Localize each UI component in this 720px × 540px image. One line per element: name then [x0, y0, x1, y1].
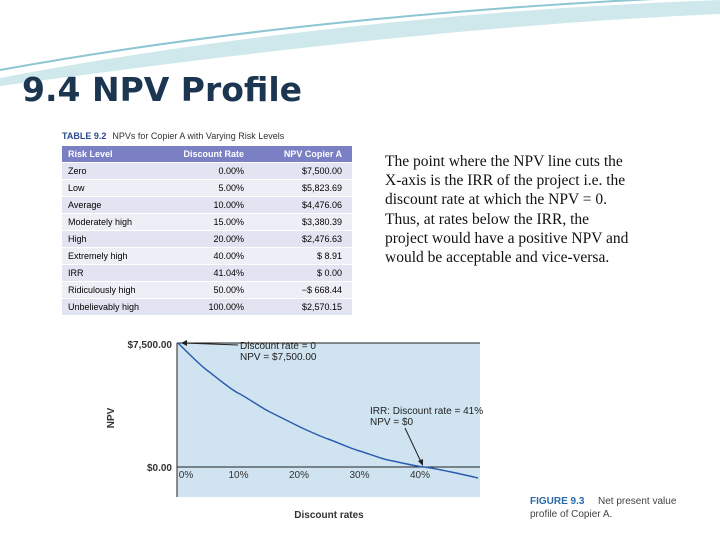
table-cell: −$ 668.44 [301, 285, 342, 295]
annotation: NPV = $7,500.00 [240, 352, 317, 363]
table-cell: $2,570.15 [301, 302, 342, 312]
table-cell: IRR [68, 268, 84, 278]
x-tick-label: 20% [289, 470, 309, 481]
table-cell: NPV Copier A [283, 149, 342, 159]
swoosh-line [0, 0, 654, 71]
caption-label: TABLE 9.2 [62, 131, 107, 141]
title: 9.4 NPV Profile [22, 70, 303, 109]
y-tick-label: $7,500.00 [128, 340, 173, 351]
table-cell: Zero [68, 166, 87, 176]
table-row: Risk Level Discount Rate NPV Copier A [62, 146, 352, 163]
y-axis-label: NPV [106, 407, 117, 428]
table-row: Average 10.00% $4,476.06 [62, 197, 352, 214]
arrowhead [418, 459, 423, 466]
annotation: Discount rate = 0 [240, 341, 316, 352]
table-row: Extremely high 40.00% $ 8.91 [62, 248, 352, 265]
table-cell: $ 8.91 [316, 251, 342, 261]
table-cell: $3,380.39 [301, 217, 342, 227]
table: TABLE 9.2 NPVs for Copier A with Varying … [62, 130, 352, 316]
table-cell: Low [68, 183, 85, 193]
table-cell: 50.00% [213, 285, 244, 295]
x-axis-label: Discount rates [294, 510, 364, 521]
paragraph: The point where the NPV line cuts the X-… [385, 153, 629, 267]
table-cell: 41.04% [213, 268, 244, 278]
figure-caption: profile of Copier A. [530, 509, 612, 520]
table-cell: 10.00% [213, 200, 244, 210]
table-cell: $4,476.06 [301, 200, 342, 210]
table-cell: High [68, 234, 87, 244]
y-tick-label: $0.00 [147, 463, 172, 474]
figure-caption-label: FIGURE 9.3 [530, 496, 585, 507]
table-cell: $7,500.00 [301, 166, 342, 176]
table-cell: Average [68, 200, 102, 210]
table-cell: Risk Level [68, 149, 113, 159]
x-tick-label: 0% [179, 470, 194, 481]
x-tick-label: 40% [410, 470, 430, 481]
annotation: NPV = $0 [370, 417, 414, 428]
annotation: IRR: Discount rate = 41% [370, 406, 483, 417]
x-tick-label: 10% [228, 470, 248, 481]
x-tick-label: 30% [349, 470, 369, 481]
arrowhead [181, 340, 187, 346]
figure-caption: Net present value [598, 496, 677, 507]
table-row: Moderately high 15.00% $3,380.39 [62, 214, 352, 231]
table-caption: TABLE 9.2 NPVs for Copier A with Varying … [62, 130, 352, 146]
table-row: Unbelievably high 100.00% $2,570.15 [62, 299, 352, 316]
swoosh [0, 0, 720, 86]
table-cell: 5.00% [218, 183, 244, 193]
table-cell: $5,823.69 [301, 183, 342, 193]
table-cell: Discount Rate [183, 149, 244, 159]
table-cell: Moderately high [68, 217, 133, 227]
table-row: IRR 41.04% $ 0.00 [62, 265, 352, 282]
table-cell: Extremely high [68, 251, 128, 261]
table-cell: 0.00% [218, 166, 244, 176]
arrow [182, 342, 239, 346]
caption: NPVs for Copier A with Varying Risk Leve… [112, 131, 285, 141]
table-cell: Ridiculously high [68, 285, 136, 295]
table-cell: Unbelievably high [68, 302, 140, 312]
arrow [404, 427, 423, 465]
table-row: Zero 0.00% $7,500.00 [62, 163, 352, 180]
table-row: High 20.00% $2,476.63 [62, 231, 352, 248]
table-row: Low 5.00% $5,823.69 [62, 180, 352, 197]
table-cell: 100.00% [208, 302, 244, 312]
table-cell: $ 0.00 [316, 268, 342, 278]
table-row: Ridiculously high 50.00% −$ 668.44 [62, 282, 352, 299]
table-cell: 15.00% [213, 217, 244, 227]
plot-area [177, 343, 480, 497]
npv-curve [177, 342, 479, 479]
table-cell: 40.00% [213, 251, 244, 261]
table-cell: 20.00% [213, 234, 244, 244]
table-cell: $2,476.63 [301, 234, 342, 244]
